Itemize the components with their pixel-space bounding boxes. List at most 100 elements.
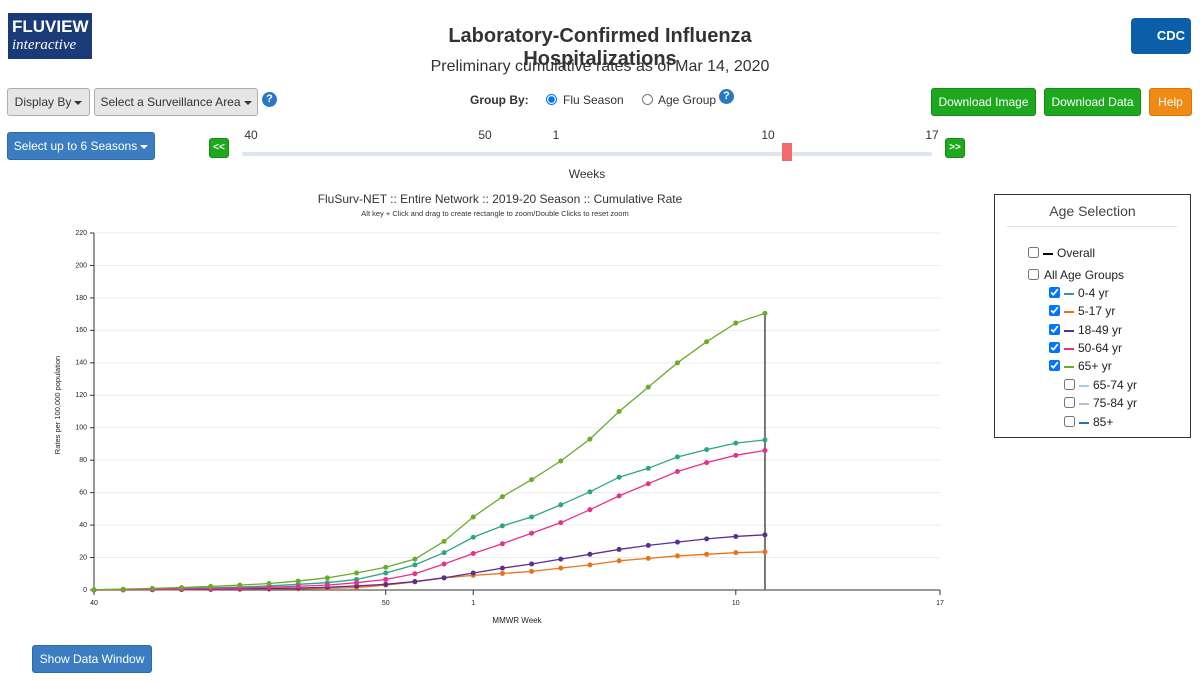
checkbox[interactable] (1028, 269, 1039, 280)
series-line (93, 534, 766, 591)
slider-track[interactable] (242, 152, 932, 156)
caret (74, 100, 83, 105)
download-data-button[interactable]: Download Data (1044, 88, 1141, 116)
data-point (645, 384, 651, 390)
data-point (645, 481, 651, 487)
y-tick-label: 140 (75, 360, 87, 367)
download-image-button[interactable]: Download Image (931, 88, 1036, 116)
data-point (383, 581, 389, 587)
data-point (412, 556, 418, 562)
radio-flu-season[interactable] (546, 94, 557, 105)
y-tick-label: 120 (75, 392, 87, 399)
legend-swatch (1064, 329, 1074, 332)
checkbox[interactable] (1028, 247, 1039, 258)
data-point (616, 558, 622, 564)
legend-label: 5-17 yr (1078, 304, 1116, 319)
panel-divider (1007, 226, 1177, 227)
data-point (237, 582, 243, 588)
cdc-logo[interactable]: CDC (1131, 18, 1191, 54)
x-tick-label: 1 (471, 600, 475, 607)
legend-label: 65-74 yr (1093, 378, 1138, 392)
data-point (470, 570, 476, 576)
data-point (558, 502, 564, 508)
y-tick-label: 180 (75, 295, 87, 302)
data-point (674, 539, 680, 545)
legend-swatch (1079, 421, 1089, 424)
slider-next[interactable]: >> (945, 138, 965, 158)
data-point (674, 454, 680, 460)
button-label: Select up to 6 Seasons (13, 139, 138, 153)
checkbox[interactable] (1049, 341, 1060, 353)
data-point (529, 514, 535, 520)
series-line (93, 312, 766, 591)
checkbox[interactable] (1064, 379, 1075, 390)
y-tick-label: 160 (75, 327, 87, 334)
help-icon[interactable]: ? (262, 92, 277, 107)
data-point (354, 570, 360, 576)
data-point (762, 532, 768, 538)
data-point (383, 564, 389, 570)
slider-label: 1 (552, 128, 560, 142)
y-tick-label: 220 (75, 230, 87, 237)
page-subtitle: Preliminary cumulative rates as of Mar 1… (430, 58, 770, 75)
slider-prev[interactable]: << (209, 138, 229, 158)
page-title: Laboratory-Confirmed Influenza Hospitali… (448, 25, 752, 70)
data-point (499, 494, 505, 500)
data-point (529, 568, 535, 574)
data-point (266, 584, 272, 590)
fluview-logo[interactable]: FLUVIEW interactive (8, 13, 92, 59)
data-point (470, 534, 476, 540)
data-point (587, 507, 593, 513)
data-point (295, 578, 301, 584)
logo-subtitle: interactive (12, 37, 77, 53)
data-point (179, 585, 185, 591)
radio-age-group[interactable] (642, 94, 653, 105)
select-seasons-button[interactable]: Select up to 6 Seasons (7, 132, 155, 160)
y-tick-label: 20 (79, 554, 87, 561)
checkbox[interactable] (1064, 397, 1075, 409)
surveillance-area-button[interactable]: Select a Surveillance Area (94, 88, 258, 116)
data-point (412, 571, 418, 577)
checkbox[interactable] (1049, 305, 1060, 317)
data-point (354, 580, 360, 586)
series-line (93, 439, 766, 591)
data-point (762, 437, 768, 443)
data-point (499, 570, 505, 576)
checkbox[interactable] (1064, 415, 1075, 427)
y-axis-label: Rates per 100,000 population (53, 356, 62, 454)
checkbox[interactable] (1049, 287, 1060, 298)
help-button[interactable]: Help (1149, 88, 1192, 116)
data-point (149, 585, 155, 591)
data-point (412, 562, 418, 568)
checkbox[interactable] (1049, 360, 1060, 372)
data-point (645, 465, 651, 471)
age-selection-panel: Age Selection (994, 194, 1191, 438)
data-point (704, 447, 710, 453)
data-point (266, 581, 272, 587)
data-point (441, 575, 447, 581)
caret (243, 100, 252, 105)
y-tick-label: 80 (79, 457, 87, 464)
x-tick-label: 17 (936, 600, 944, 607)
data-point (324, 575, 330, 581)
legend-label: 75-84 yr (1093, 396, 1138, 411)
checkbox[interactable] (1049, 323, 1060, 335)
show-data-window-button[interactable]: Show Data Window (32, 645, 152, 673)
data-point (441, 538, 447, 544)
data-point (733, 533, 739, 539)
legend-label: 85+ (1093, 414, 1114, 429)
legend-label: Overall (1057, 246, 1096, 260)
data-point (295, 583, 301, 589)
radio-label: Flu Season (563, 93, 624, 107)
data-point (616, 546, 622, 552)
data-point (441, 550, 447, 556)
display-by-button[interactable]: Display By (7, 88, 90, 116)
legend-swatch (1043, 253, 1053, 255)
slider-label: 40 (244, 128, 258, 142)
data-point (616, 474, 622, 480)
help-icon[interactable]: ? (719, 89, 734, 104)
data-point (645, 555, 651, 561)
data-point (208, 583, 214, 589)
slider-handle[interactable] (782, 143, 792, 161)
chart-title: FluSurv-NET :: Entire Network :: 2019-20… (318, 192, 683, 206)
